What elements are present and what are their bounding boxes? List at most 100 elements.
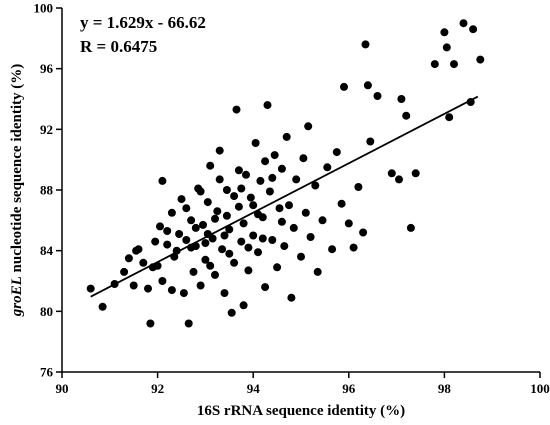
data-point: [349, 243, 358, 252]
data-point: [144, 284, 152, 293]
data-point: [297, 252, 305, 261]
data-point: [430, 60, 439, 69]
r-value-annotation: R = 0.6475: [80, 37, 157, 56]
data-point: [249, 201, 258, 210]
data-point: [337, 199, 346, 208]
data-point: [328, 245, 337, 254]
data-point: [191, 223, 200, 232]
x-axis-title: 16S rRNA sequence identity (%): [197, 403, 405, 419]
data-point: [344, 219, 353, 228]
data-point: [218, 245, 227, 254]
data-point: [299, 154, 308, 163]
data-point: [177, 195, 186, 204]
data-point: [270, 151, 279, 160]
data-point: [203, 198, 212, 207]
data-point: [277, 217, 286, 226]
trendline: [90, 95, 479, 298]
data-point: [261, 283, 270, 292]
data-point: [199, 220, 207, 229]
data-point: [163, 240, 172, 249]
data-point: [158, 277, 167, 285]
data-point: [340, 82, 348, 91]
data-point: [239, 219, 248, 228]
data-point: [206, 261, 215, 270]
data-point: [373, 92, 382, 100]
data-point: [163, 227, 172, 235]
data-point: [189, 267, 198, 276]
data-point: [354, 183, 363, 191]
y-tick-label: 80: [40, 304, 53, 319]
y-axis-title: groEL nucleotide sequence identity (%): [9, 64, 25, 318]
data-point: [313, 267, 322, 276]
data-point: [124, 254, 133, 263]
data-point: [289, 223, 298, 232]
data-point: [459, 19, 468, 28]
data-point: [230, 258, 239, 267]
data-point: [287, 293, 296, 302]
data-point: [230, 192, 239, 201]
data-point: [445, 113, 454, 122]
data-point: [222, 186, 231, 194]
y-tick-label: 100: [34, 1, 54, 16]
data-point: [225, 249, 234, 258]
data-point: [476, 55, 485, 64]
data-point: [220, 289, 229, 298]
data-point: [254, 248, 262, 257]
data-point: [256, 176, 265, 185]
data-point: [395, 175, 403, 184]
y-axis-title-rest: nucleotide sequence identity (%): [9, 64, 25, 276]
data-point: [304, 122, 313, 131]
data-point: [361, 40, 370, 49]
data-point: [134, 245, 143, 254]
data-point: [146, 319, 155, 328]
data-point: [280, 242, 289, 251]
data-point: [237, 184, 246, 193]
data-point: [184, 319, 193, 328]
data-point: [175, 230, 184, 238]
data-point: [227, 308, 236, 317]
data-point: [222, 211, 231, 220]
data-point: [254, 210, 262, 219]
data-point: [292, 175, 301, 184]
equation-annotation: y = 1.629x - 66.62: [80, 13, 206, 32]
data-point: [242, 170, 250, 179]
x-tick-label: 98: [438, 381, 452, 396]
data-point: [239, 301, 248, 310]
data-point: [268, 173, 277, 182]
x-tick-label: 96: [342, 381, 356, 396]
data-point: [469, 25, 478, 34]
data-point: [282, 132, 291, 141]
data-point: [261, 157, 270, 166]
y-tick-label: 96: [40, 61, 54, 76]
data-point: [232, 105, 241, 114]
y-tick-label: 84: [40, 243, 54, 258]
data-point: [129, 281, 138, 290]
y-tick-label: 76: [40, 365, 54, 380]
data-point: [332, 148, 341, 157]
y-axis-ticks: 76 80 84 88 92 96 100: [34, 1, 62, 380]
data-point: [275, 204, 284, 213]
data-point: [167, 208, 176, 217]
y-tick-label: 92: [40, 122, 53, 137]
data-point: [246, 193, 255, 202]
data-point: [98, 302, 107, 311]
data-point: [387, 169, 396, 178]
data-point: [187, 216, 196, 225]
data-point: [440, 28, 449, 37]
data-point: [156, 222, 164, 231]
data-point: [237, 237, 246, 246]
data-point: [196, 281, 205, 290]
data-point: [359, 228, 368, 237]
data-point: [265, 187, 274, 196]
data-point: [268, 236, 277, 244]
data-point: [196, 187, 205, 196]
data-point: [206, 161, 215, 170]
data-point: [215, 175, 224, 184]
data-point: [363, 81, 372, 90]
x-tick-label: 90: [56, 381, 69, 396]
data-point: [211, 214, 219, 223]
x-tick-label: 100: [530, 381, 550, 396]
data-point: [249, 231, 258, 240]
data-point: [225, 225, 234, 234]
